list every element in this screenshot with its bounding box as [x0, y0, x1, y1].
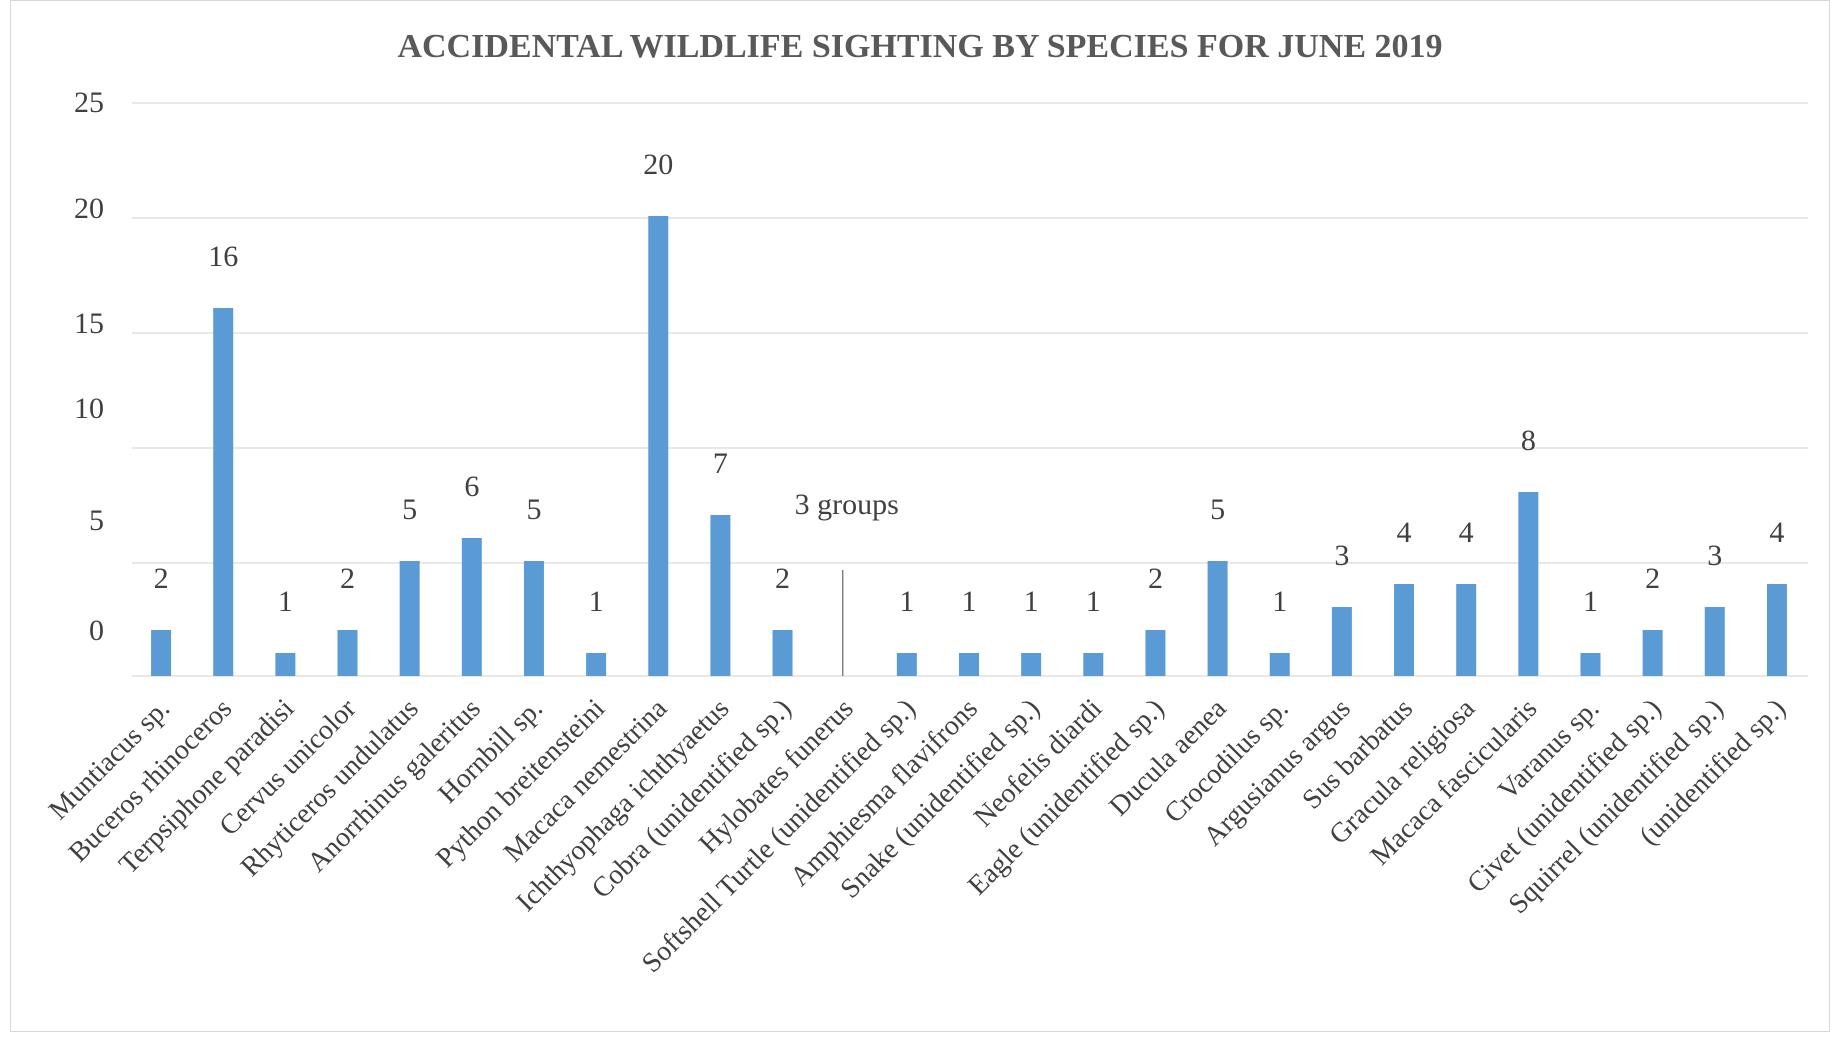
- bar: [1456, 584, 1477, 676]
- bar: [399, 561, 420, 676]
- data-label: 2: [340, 562, 355, 595]
- data-label: 5: [1210, 493, 1225, 526]
- bar: [586, 653, 607, 676]
- bar: [275, 653, 296, 676]
- bar: [1394, 584, 1415, 676]
- bar: [710, 515, 731, 676]
- data-label: 1: [589, 585, 604, 618]
- data-label: 1: [1272, 585, 1287, 618]
- y-tick-label: 20: [74, 192, 104, 225]
- bar: [337, 630, 358, 676]
- data-label: 4: [1459, 516, 1474, 549]
- bar: [1269, 653, 1290, 676]
- data-label: 1: [1583, 585, 1598, 618]
- bar: [1518, 492, 1539, 676]
- bar: [772, 630, 793, 676]
- bar: [523, 561, 544, 676]
- y-tick-label: 0: [89, 614, 104, 647]
- data-label: 1: [962, 585, 977, 618]
- data-label: 2: [1645, 562, 1660, 595]
- data-label: 5: [526, 493, 541, 526]
- bar: [1766, 584, 1787, 676]
- y-tick-label: 5: [89, 504, 104, 537]
- data-label: 4: [1769, 516, 1784, 549]
- data-label: 7: [713, 447, 728, 480]
- data-label: 6: [464, 470, 479, 503]
- data-label: 3: [1707, 539, 1722, 572]
- data-label: 1: [899, 585, 914, 618]
- data-label: 3: [1334, 539, 1349, 572]
- bar: [1642, 630, 1663, 676]
- y-tick-label: 25: [74, 86, 104, 119]
- bar: [213, 308, 234, 676]
- bar: [1083, 653, 1104, 676]
- data-label: 16: [208, 240, 238, 273]
- bar: [648, 216, 669, 676]
- data-label: 1: [278, 585, 293, 618]
- bar: [1331, 607, 1352, 676]
- data-label: 5: [402, 493, 417, 526]
- y-tick-label: 15: [74, 307, 104, 340]
- chart-title: ACCIDENTAL WILDLIFE SIGHTING BY SPECIES …: [397, 28, 1442, 65]
- bar: [1580, 653, 1601, 676]
- data-label: 20: [643, 148, 673, 181]
- bar: [1704, 607, 1725, 676]
- bar: [1021, 653, 1042, 676]
- data-label: 2: [154, 562, 169, 595]
- bar: [461, 538, 482, 676]
- data-label: 1: [1024, 585, 1039, 618]
- bar: [896, 653, 917, 676]
- data-label: 2: [1148, 562, 1163, 595]
- bar: [1207, 561, 1228, 676]
- data-label: 4: [1397, 516, 1412, 549]
- bar: [1145, 630, 1166, 676]
- y-tick-label: 10: [74, 392, 104, 425]
- data-label: 1: [1086, 585, 1101, 618]
- bar: [959, 653, 979, 676]
- data-label: 3 groups: [795, 488, 899, 521]
- data-label: 2: [775, 562, 790, 595]
- bar: [151, 630, 172, 676]
- data-label: 8: [1521, 424, 1536, 457]
